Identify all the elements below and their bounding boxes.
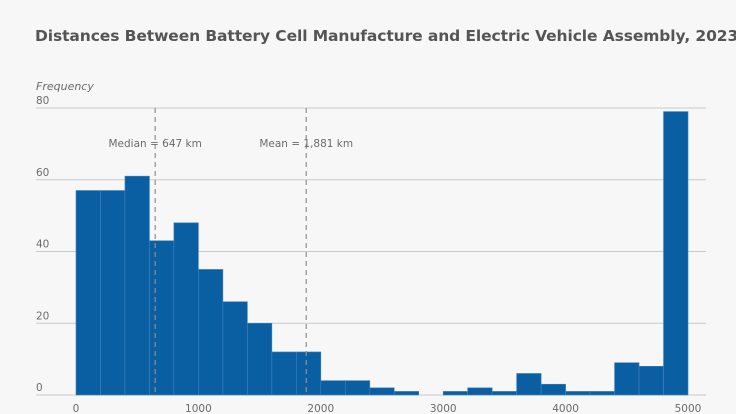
histogram-bar — [614, 362, 640, 396]
histogram-bars — [75, 111, 689, 396]
histogram-bar — [320, 380, 346, 396]
histogram-bar — [100, 190, 126, 396]
histogram-bar — [75, 190, 101, 396]
reference-lines: Median = 647 km Mean = 1,881 km — [109, 108, 353, 395]
y-tick-label: 80 — [36, 95, 49, 107]
x-tick-label: 4000 — [552, 403, 579, 414]
y-tick-label: 0 — [36, 382, 43, 394]
histogram-bar — [516, 373, 542, 396]
x-tick-label: 5000 — [675, 403, 702, 414]
mean-label: Mean = 1,881 km — [259, 138, 353, 150]
y-tick-label: 60 — [36, 167, 49, 179]
histogram-bar — [124, 175, 150, 396]
x-tick-label: 2000 — [307, 403, 334, 414]
histogram-bar — [467, 387, 493, 396]
histogram-bar — [589, 391, 615, 396]
histogram-bar — [369, 387, 395, 396]
y-axis-title: Frequency — [36, 80, 94, 93]
x-tick-label: 1000 — [185, 403, 212, 414]
histogram-bar — [271, 351, 297, 396]
x-axis-ticks: 0 1000 2000 3000 4000 5000 — [73, 403, 702, 414]
histogram-bar — [247, 322, 273, 396]
histogram-bar — [565, 391, 591, 396]
histogram-bar — [393, 391, 420, 396]
histogram-bar — [296, 351, 322, 396]
histogram-bar — [442, 391, 468, 396]
histogram-bar — [149, 240, 175, 396]
histogram-bar — [638, 365, 664, 396]
histogram-bar — [491, 391, 517, 396]
x-tick-label: 0 — [73, 403, 80, 414]
y-tick-label: 40 — [36, 239, 49, 251]
histogram-bar — [222, 301, 248, 396]
median-label: Median = 647 km — [109, 138, 202, 150]
histogram-bar — [173, 222, 199, 396]
histogram-bar — [344, 380, 371, 396]
histogram-bar — [540, 383, 566, 396]
histogram-bar — [663, 111, 689, 396]
y-axis-ticks: 0 20 40 60 80 — [36, 95, 49, 394]
chart-title: Distances Between Battery Cell Manufactu… — [35, 27, 736, 45]
y-tick-label: 20 — [36, 310, 49, 322]
x-tick-label: 3000 — [430, 403, 457, 414]
histogram-bar — [198, 269, 224, 396]
